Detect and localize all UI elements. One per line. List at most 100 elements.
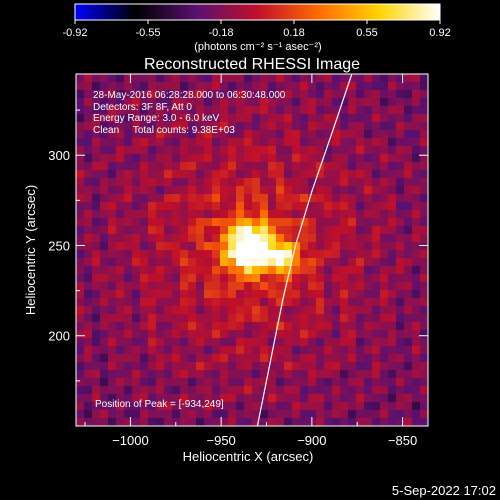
- heatmap-cell: [412, 290, 421, 299]
- heatmap-cell: [164, 242, 173, 251]
- heatmap-cell: [252, 354, 261, 363]
- heatmap-cell: [164, 178, 173, 187]
- heatmap-cell: [292, 290, 301, 299]
- heatmap-cell: [156, 274, 165, 283]
- heatmap-cell: [332, 186, 341, 195]
- heatmap-cell: [244, 258, 253, 267]
- heatmap-cell: [372, 82, 381, 91]
- heatmap-cell: [108, 290, 117, 299]
- heatmap-cell: [332, 82, 341, 91]
- heatmap-cell: [148, 242, 157, 251]
- heatmap-cell: [404, 322, 413, 331]
- heatmap-cell: [124, 170, 133, 179]
- heatmap-cell: [180, 346, 189, 355]
- heatmap-cell: [84, 250, 93, 259]
- heatmap-cell: [212, 218, 221, 227]
- heatmap-cell: [220, 98, 229, 107]
- heatmap-cell: [180, 410, 189, 419]
- heatmap-cell: [420, 418, 428, 426]
- heatmap-cell: [252, 226, 261, 235]
- heatmap-cell: [100, 298, 109, 307]
- heatmap-cell: [124, 314, 133, 323]
- heatmap-cell: [356, 154, 365, 163]
- heatmap-cell: [132, 90, 141, 99]
- heatmap-cell: [380, 130, 389, 139]
- heatmap-cell: [380, 154, 389, 163]
- heatmap-cell: [148, 402, 157, 411]
- heatmap-cell: [252, 330, 261, 339]
- heatmap-cell: [284, 346, 293, 355]
- heatmap-cell: [284, 234, 293, 243]
- heatmap-cell: [236, 362, 245, 371]
- heatmap-cell: [188, 394, 197, 403]
- heatmap-cell: [284, 226, 293, 235]
- x-tick-label: −850: [388, 433, 417, 448]
- heatmap-cell: [332, 346, 341, 355]
- heatmap-cell: [276, 90, 285, 99]
- heatmap-cell: [300, 306, 309, 315]
- heatmap-cell: [268, 130, 277, 139]
- heatmap-cell: [268, 330, 277, 339]
- heatmap-cell: [236, 210, 245, 219]
- heatmap-cell: [180, 258, 189, 267]
- heatmap-cell: [204, 386, 213, 395]
- heatmap-cell: [180, 210, 189, 219]
- heatmap-cell: [268, 410, 277, 419]
- heatmap-cell: [228, 410, 237, 419]
- heatmap-cell: [84, 202, 93, 211]
- heatmap-cell: [244, 98, 253, 107]
- heatmap-cell: [284, 266, 293, 275]
- heatmap-cell: [180, 330, 189, 339]
- heatmap-cell: [420, 378, 428, 387]
- heatmap-cell: [156, 114, 165, 123]
- heatmap-cell: [348, 266, 357, 275]
- heatmap-cell: [276, 370, 285, 379]
- heatmap-cell: [268, 226, 277, 235]
- heatmap-cell: [420, 338, 428, 347]
- heatmap-cell: [188, 322, 197, 331]
- heatmap-cell: [364, 394, 373, 403]
- heatmap-cell: [404, 354, 413, 363]
- heatmap-cell: [220, 234, 229, 243]
- heatmap-cell: [260, 178, 269, 187]
- heatmap-cell: [220, 418, 229, 426]
- heatmap-cell: [340, 98, 349, 107]
- heatmap-cell: [100, 354, 109, 363]
- heatmap-cell: [372, 90, 381, 99]
- heatmap-cell: [396, 226, 405, 235]
- heatmap-cell: [268, 290, 277, 299]
- heatmap-cell: [404, 298, 413, 307]
- y-tick-label: 300: [48, 148, 70, 163]
- heatmap-cell: [284, 218, 293, 227]
- heatmap-cell: [284, 338, 293, 347]
- heatmap-cell: [284, 82, 293, 91]
- heatmap-cell: [380, 226, 389, 235]
- heatmap-cell: [380, 194, 389, 203]
- heatmap-cell: [244, 386, 253, 395]
- heatmap-cell: [292, 162, 301, 171]
- heatmap-cell: [212, 354, 221, 363]
- heatmap-cell: [380, 378, 389, 387]
- heatmap-cell: [76, 250, 85, 259]
- heatmap-cell: [324, 114, 333, 123]
- heatmap-cell: [244, 130, 253, 139]
- heatmap-cell: [404, 378, 413, 387]
- heatmap-cell: [316, 178, 325, 187]
- heatmap-cell: [156, 98, 165, 107]
- heatmap-cell: [140, 362, 149, 371]
- heatmap-cell: [348, 402, 357, 411]
- heatmap-cell: [316, 114, 325, 123]
- heatmap-cell: [172, 346, 181, 355]
- heatmap-cell: [372, 370, 381, 379]
- heatmap-cell: [356, 218, 365, 227]
- heatmap-cell: [380, 266, 389, 275]
- heatmap-cell: [244, 114, 253, 123]
- heatmap-cell: [84, 74, 93, 83]
- heatmap-cell: [140, 274, 149, 283]
- heatmap-cell: [324, 178, 333, 187]
- heatmap-cell: [340, 266, 349, 275]
- heatmap-cell: [316, 202, 325, 211]
- heatmap-cell: [348, 330, 357, 339]
- heatmap-cell: [252, 162, 261, 171]
- heatmap-cell: [164, 82, 173, 91]
